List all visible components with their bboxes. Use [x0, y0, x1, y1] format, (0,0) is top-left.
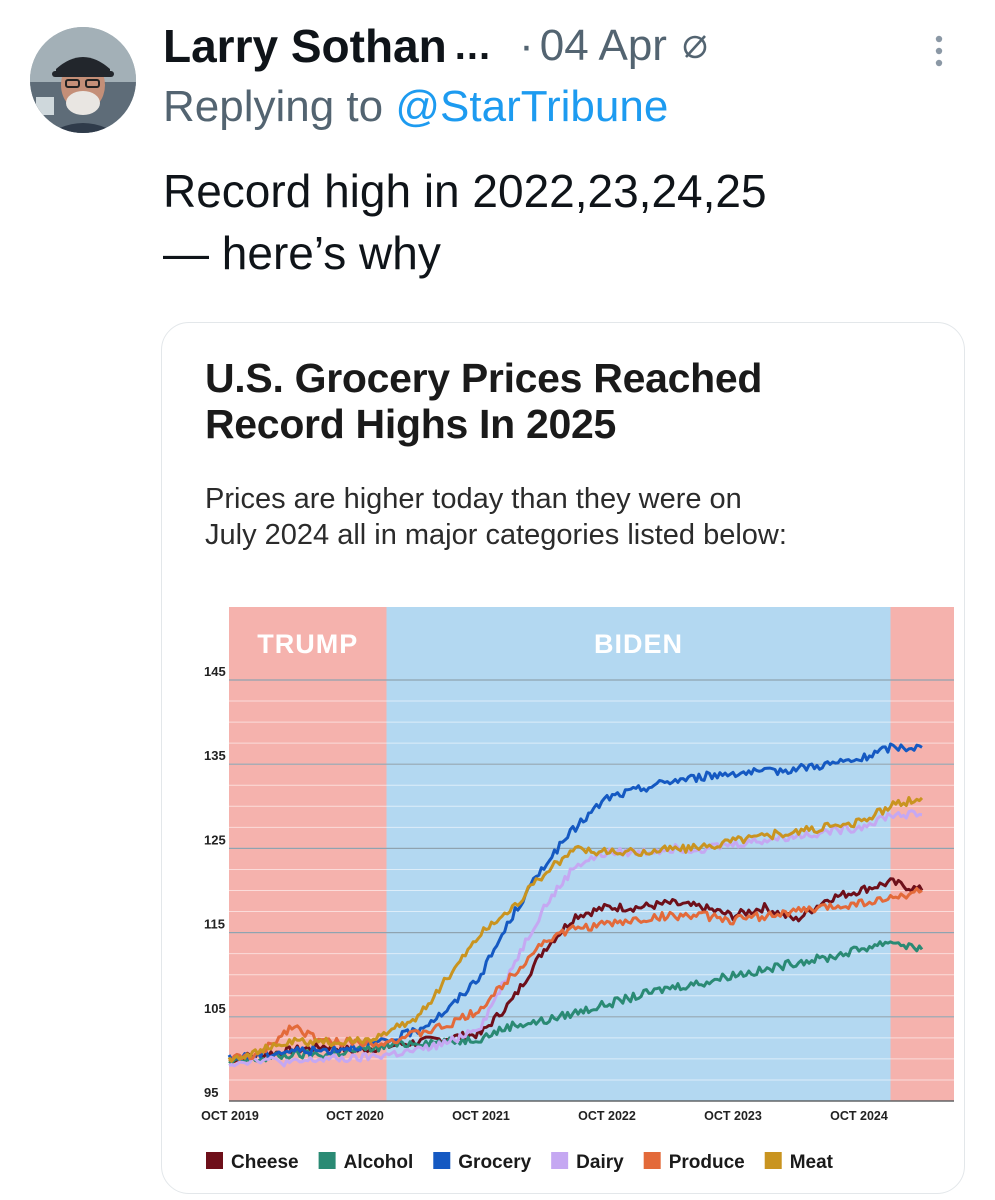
chart-band: [890, 607, 954, 1101]
series-line-meat: [227, 796, 924, 1063]
legend-swatch: [643, 1152, 661, 1169]
reply-context: Replying to @StarTribune: [163, 82, 668, 142]
slash-circle-icon[interactable]: [681, 32, 709, 60]
avatar[interactable]: [30, 27, 136, 133]
series-line-grocery: [227, 742, 923, 1063]
tweet-text: Record high in 2022,23,24,25 — here’s wh…: [163, 160, 973, 284]
profile-photo-icon: [30, 27, 136, 133]
legend-label: Alcohol: [344, 1152, 414, 1173]
x-tick-label: OCT 2019: [201, 1109, 259, 1123]
chart-title-line: Record Highs In 2025: [205, 401, 616, 447]
tweet-header: Larry Sothan ... · 04 Apr: [163, 18, 709, 74]
tweet-text-line: — here’s why: [163, 227, 441, 279]
y-tick-label: 125: [204, 832, 226, 847]
chart-subtitle-line: July 2024 all in major categories listed…: [205, 519, 787, 551]
legend-swatch: [433, 1152, 451, 1169]
reply-prefix: Replying to: [163, 82, 384, 131]
legend-label: Dairy: [576, 1152, 624, 1173]
tweet-text-line: Record high in 2022,23,24,25: [163, 165, 767, 217]
chart-title: U.S. Grocery Prices Reached Record Highs…: [205, 355, 945, 447]
legend-swatch: [206, 1152, 223, 1169]
y-tick-label: 145: [204, 664, 226, 679]
legend-swatch: [318, 1152, 336, 1169]
separator-dot: ·: [519, 21, 534, 70]
legend-label: Cheese: [231, 1152, 299, 1173]
legend-swatch: [764, 1152, 782, 1169]
legend-label: Produce: [669, 1152, 745, 1173]
chart-subtitle-line: Prices are higher today than they were o…: [205, 483, 742, 515]
x-tick-label: OCT 2024: [830, 1109, 888, 1123]
band-label: TRUMP: [257, 629, 358, 659]
media-image[interactable]: U.S. Grocery Prices Reached Record Highs…: [161, 322, 965, 1194]
chart-subtitle: Prices are higher today than they were o…: [205, 481, 945, 553]
y-tick-label: 115: [204, 917, 225, 932]
band-label: BIDEN: [594, 629, 683, 659]
x-tick-label: OCT 2022: [578, 1109, 636, 1123]
chart-band: [229, 607, 387, 1101]
chart-title-line: U.S. Grocery Prices Reached: [205, 355, 763, 401]
x-tick-label: OCT 2023: [704, 1109, 762, 1123]
author-name[interactable]: Larry Sothan: [163, 20, 447, 72]
legend-label: Grocery: [458, 1152, 531, 1173]
tweet-date[interactable]: 04 Apr: [539, 21, 667, 70]
y-tick-label: 135: [204, 748, 226, 763]
y-tick-label: 95: [204, 1085, 218, 1100]
legend-swatch: [551, 1152, 569, 1169]
x-tick-label: OCT 2021: [452, 1109, 510, 1123]
series-line-dairy: [228, 809, 923, 1068]
y-tick-label: 105: [204, 1001, 226, 1016]
series-line-alcohol: [228, 940, 924, 1065]
grocery-price-chart: TRUMP BIDEN 95 105 115 125 135 145 OCT 2019 OCT 2…: [201, 607, 954, 1173]
name-truncation: ...: [454, 23, 492, 68]
legend-label: Meat: [790, 1152, 834, 1173]
x-tick-label: OCT 2020: [326, 1109, 384, 1123]
reply-handle-link[interactable]: @StarTribune: [395, 82, 669, 131]
vertical-ellipsis-icon[interactable]: [932, 34, 946, 68]
